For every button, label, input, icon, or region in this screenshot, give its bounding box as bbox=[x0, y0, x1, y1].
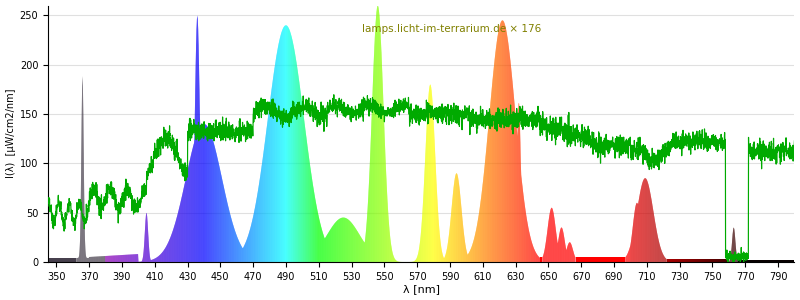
Y-axis label: I(λ)  [µW/cm2/nm]: I(λ) [µW/cm2/nm] bbox=[6, 89, 15, 178]
Text: lamps.licht-im-terrarium.de × 176: lamps.licht-im-terrarium.de × 176 bbox=[362, 23, 541, 34]
X-axis label: λ [nm]: λ [nm] bbox=[402, 284, 440, 294]
